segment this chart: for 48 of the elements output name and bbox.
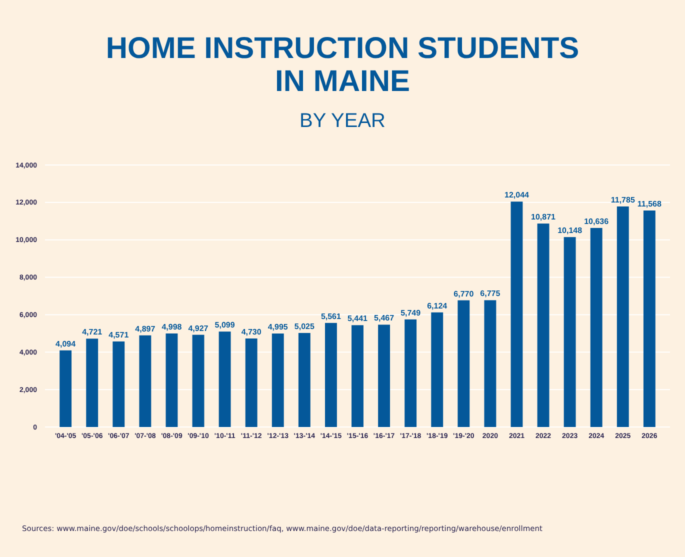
chart-subtitle: BY YEAR [300, 110, 386, 132]
bar [564, 237, 576, 427]
bar [431, 312, 444, 427]
bar [458, 300, 470, 427]
bar [378, 324, 390, 427]
bar [537, 224, 550, 427]
bar [192, 334, 204, 427]
bar [272, 334, 284, 427]
data-label: 4,995 [268, 322, 288, 332]
data-label: 6,770 [454, 289, 474, 298]
bar [616, 206, 629, 427]
data-label: 4,094 [56, 339, 76, 348]
data-label: 10,636 [584, 216, 610, 226]
data-label: 5,749 [400, 308, 422, 318]
bar [590, 228, 602, 427]
data-label: 4,998 [162, 322, 182, 332]
data-label: 11,568 [637, 200, 662, 209]
data-label: 10,871 [531, 212, 556, 222]
data-label: 6,775 [480, 289, 501, 298]
bar [86, 338, 98, 427]
bar [352, 325, 364, 427]
data-label: 5,561 [320, 312, 342, 321]
bar [60, 350, 72, 427]
data-label: 4,897 [135, 324, 156, 334]
data-label: 4,721 [82, 328, 103, 337]
data-label: 4,571 [108, 330, 130, 340]
data-label: 5,025 [294, 322, 315, 331]
data-label: 4,927 [188, 324, 209, 333]
data-label: 4,730 [241, 327, 262, 336]
data-label: 5,467 [374, 314, 395, 323]
bar [324, 322, 337, 427]
data-label: 5,099 [214, 320, 236, 330]
bar [245, 338, 258, 427]
bar [484, 300, 496, 427]
data-label: 11,785 [610, 195, 636, 204]
bar [643, 210, 656, 427]
data-label: 6,124 [427, 301, 448, 310]
bar [298, 332, 310, 427]
bar [404, 319, 417, 427]
data-label: 12,044 [504, 190, 530, 200]
chart-title: HOME INSTRUCTION STUDENTS IN MAINE [106, 32, 580, 98]
bar [218, 332, 231, 427]
bar [166, 333, 178, 427]
bar [139, 335, 152, 427]
bar [510, 202, 523, 427]
bar [112, 341, 125, 427]
data-label: 10,148 [558, 226, 583, 236]
data-label: 5,441 [347, 314, 368, 324]
